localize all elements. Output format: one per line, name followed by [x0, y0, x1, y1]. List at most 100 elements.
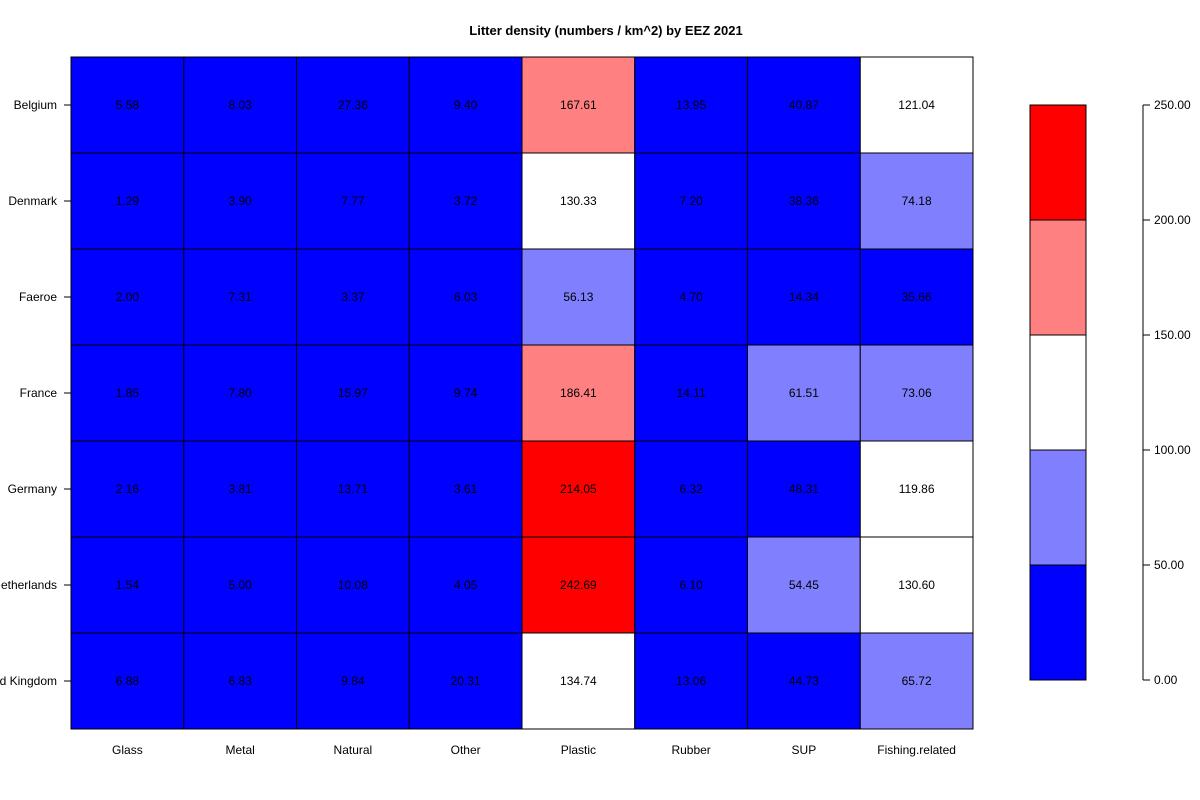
cell-value-label: 7.80 [228, 386, 252, 400]
cell-value-label: 3.72 [454, 194, 478, 208]
heatmap-cell-france-glass [70, 344, 185, 442]
cell-value-label: 9.40 [454, 98, 478, 112]
heatmap-cell-netherlands-fishing-related [859, 536, 974, 634]
cell-value-label: 167.61 [560, 98, 597, 112]
cell-value-label: 6.83 [228, 674, 252, 688]
cell-value-label: 6.32 [679, 482, 703, 496]
heatmap-cell-denmark-fishing-related [859, 152, 974, 250]
legend-tick-label: 100.00 [1154, 443, 1191, 457]
column-label-fishing-related: Fishing.related [877, 743, 956, 757]
legend-swatch [1029, 334, 1087, 451]
legend-tick-label: 50.00 [1154, 558, 1184, 572]
legend-tick-label: 150.00 [1154, 328, 1191, 342]
cell-value-label: 6.10 [679, 578, 703, 592]
heatmap-cell-denmark-other [408, 152, 523, 250]
heatmap-cell-faeroe-natural [296, 248, 410, 346]
legend-swatch [1029, 449, 1087, 566]
cell-value-label: 13.71 [338, 482, 368, 496]
cell-value-label: 54.45 [789, 578, 819, 592]
cell-value-label: 38.36 [789, 194, 819, 208]
heatmap-cell-united-kingdom-metal [183, 632, 297, 730]
legend-swatch [1029, 104, 1087, 221]
cell-value-label: 20.31 [451, 674, 481, 688]
heatmap-cell-faeroe-metal [183, 248, 297, 346]
heatmap-cell-germany-other [408, 440, 523, 538]
column-label-natural: Natural [334, 743, 373, 757]
cell-value-label: 186.41 [560, 386, 597, 400]
heatmap-cell-germany-rubber [634, 440, 748, 538]
legend-swatch [1029, 564, 1087, 681]
heatmap-cell-germany-plastic [521, 440, 636, 538]
cell-value-label: 8.03 [228, 98, 252, 112]
cell-value-label: 10.08 [338, 578, 368, 592]
cell-value-label: 3.61 [454, 482, 478, 496]
row-label-faeroe: Faeroe [19, 290, 57, 304]
column-label-plastic: Plastic [561, 743, 596, 757]
cell-value-label: 7.31 [228, 290, 252, 304]
cell-value-label: 2.00 [116, 290, 140, 304]
cell-value-label: 65.72 [902, 674, 932, 688]
cell-value-label: 56.13 [563, 290, 593, 304]
row-label-belgium: Belgium [14, 98, 57, 112]
heatmap-cell-france-sup [747, 344, 861, 442]
cell-value-label: 13.95 [676, 98, 706, 112]
column-label-glass: Glass [112, 743, 143, 757]
chart-title: Litter density (numbers / km^2) by EEZ 2… [469, 23, 742, 38]
heatmap-cell-faeroe-glass [70, 248, 185, 346]
cell-value-label: 121.04 [898, 98, 935, 112]
cell-value-label: 35.66 [902, 290, 932, 304]
heatmap-cell-belgium-rubber [634, 56, 748, 154]
heatmap-cell-denmark-sup [747, 152, 861, 250]
heatmap-cell-netherlands-natural [296, 536, 410, 634]
row-label-germany: Germany [8, 482, 57, 496]
cell-value-label: 3.90 [228, 194, 252, 208]
heatmap-cell-belgium-fishing-related [859, 56, 974, 154]
legend-tick-label: 250.00 [1154, 98, 1191, 112]
cell-value-label: 7.20 [679, 194, 703, 208]
column-label-rubber: Rubber [671, 743, 710, 757]
cell-value-label: 5.58 [116, 98, 140, 112]
cell-value-label: 214.05 [560, 482, 597, 496]
cell-value-label: 1.29 [116, 194, 140, 208]
color-legend: 0.00 50.00 100.00 150.00 200.00 250.00 [1029, 98, 1191, 687]
heatmap-cell-united-kingdom-natural [296, 632, 410, 730]
cell-value-label: 1.54 [116, 578, 140, 592]
cell-value-label: 7.77 [341, 194, 365, 208]
legend-swatch [1029, 219, 1087, 336]
cell-value-label: 44.73 [789, 674, 819, 688]
heatmap-cell-belgium-other [408, 56, 523, 154]
heatmap-cell-netherlands-rubber [634, 536, 748, 634]
column-label-metal: Metal [225, 743, 254, 757]
heatmap-cell-netherlands-sup [747, 536, 861, 634]
cell-value-label: 40.87 [789, 98, 819, 112]
heatmap-cell-belgium-metal [183, 56, 297, 154]
heatmap-cell-belgium-plastic [521, 56, 636, 154]
cell-value-label: 242.69 [560, 578, 597, 592]
heatmap-cell-netherlands-metal [183, 536, 297, 634]
heatmap-cell-denmark-metal [183, 152, 297, 250]
cell-value-label: 9.74 [454, 386, 478, 400]
heatmap-cell-germany-sup [747, 440, 861, 538]
heatmap-cell-faeroe-plastic [521, 248, 636, 346]
heatmap-cell-united-kingdom-glass [70, 632, 185, 730]
cell-value-label: 14.11 [677, 386, 706, 400]
cell-value-label: 130.60 [898, 578, 935, 592]
heatmap-cell-denmark-plastic [521, 152, 636, 250]
heatmap-cell-belgium-glass [70, 56, 185, 154]
cell-value-label: 5.00 [228, 578, 252, 592]
cell-value-label: 48.31 [789, 482, 819, 496]
column-label-other: Other [451, 743, 481, 757]
row-label-united-kingdom: United Kingdom [0, 674, 57, 688]
cell-value-label: 61.51 [789, 386, 819, 400]
legend-tick-label: 0.00 [1154, 673, 1178, 687]
cell-value-label: 15.97 [338, 386, 368, 400]
cell-value-label: 130.33 [560, 194, 597, 208]
heatmap-cell-germany-fishing-related [859, 440, 974, 538]
cell-value-label: 9.84 [341, 674, 365, 688]
heatmap-cell-faeroe-fishing-related [859, 248, 974, 346]
heatmap-cell-united-kingdom-fishing-related [859, 632, 974, 730]
cell-value-label: 134.74 [560, 674, 597, 688]
heatmap-cell-netherlands-plastic [521, 536, 636, 634]
row-labels: Belgium Denmark Faeroe France Germany Netherl… [0, 98, 71, 688]
